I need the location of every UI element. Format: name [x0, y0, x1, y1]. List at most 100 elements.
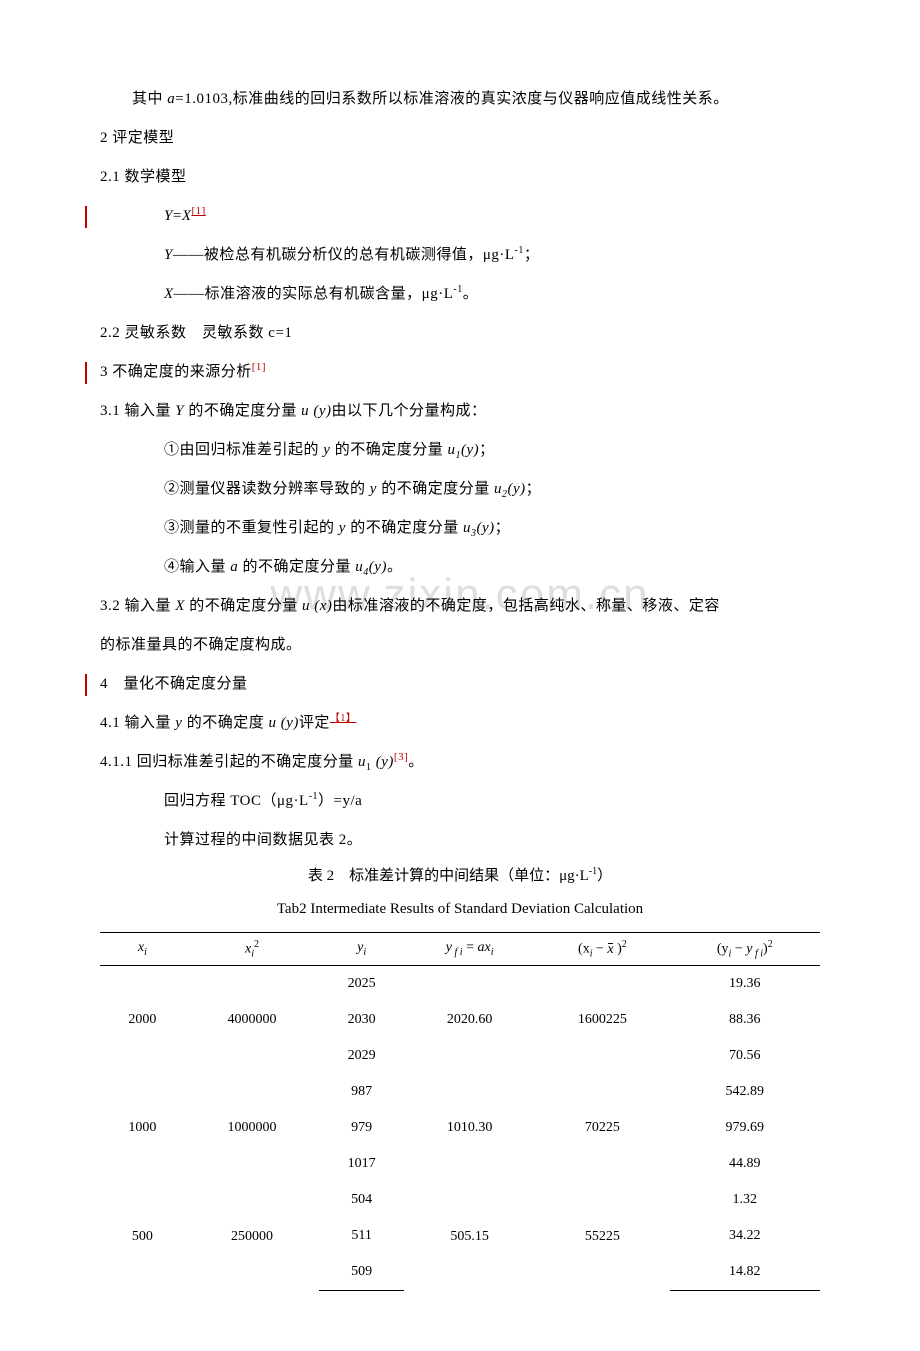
equals: = — [173, 208, 182, 224]
text: 的不确定度分量 — [238, 559, 355, 575]
cell-dy2: 542.89 — [670, 1074, 820, 1110]
list-item-4: ④输入量 a 的不确定度分量 u4(y)。 — [100, 548, 820, 587]
definition-Y: Y——被检总有机碳分析仪的总有机碳测得值，μg·L-1； — [100, 236, 820, 275]
change-bar — [85, 674, 87, 696]
cell-yi: 979 — [319, 1110, 404, 1146]
cell-dy2: 19.36 — [670, 966, 820, 1003]
text: 测量的不重复性引起的 — [180, 520, 339, 536]
col-xi: xi — [100, 933, 185, 966]
exponent: -1 — [453, 284, 462, 295]
var-Y: Y — [164, 247, 173, 263]
cell-yfi: 1010.30 — [404, 1074, 535, 1182]
table-caption-en: Tab2 Intermediate Results of Standard De… — [100, 893, 820, 926]
text: 2.2 灵敏系数 — [100, 325, 187, 341]
table-header-row: xi xi2 yi y f i = axi (xi − x )2 (yi − y… — [100, 933, 820, 966]
cell-yi: 987 — [319, 1074, 404, 1110]
cell-yi: 2029 — [319, 1038, 404, 1074]
heading-4-1: 4.1 输入量 y 的不确定度 u (y)评定【1】 — [100, 704, 820, 743]
cell-xi: 1000 — [100, 1074, 185, 1182]
cell-dy2: 44.89 — [670, 1146, 820, 1182]
col-dx2: (xi − x )2 — [535, 933, 669, 966]
paragraph: 其中 a=1.0103,标准曲线的回归系数所以标准溶液的真实浓度与仪器响应值成线… — [100, 80, 820, 119]
cell-dy2: 979.69 — [670, 1110, 820, 1146]
change-bar — [85, 206, 87, 228]
cell-yfi: 2020.60 — [404, 966, 535, 1075]
bullet: ③ — [164, 520, 180, 536]
var-X: X — [164, 286, 174, 302]
var-y: y — [370, 481, 377, 497]
arg: (y) — [276, 715, 298, 731]
text: ）=y/a — [318, 793, 362, 809]
var-Y: Y — [175, 403, 184, 419]
text: ； — [526, 481, 542, 497]
cell-dy2: 14.82 — [670, 1254, 820, 1291]
text: 4.1 输入量 — [100, 715, 175, 731]
cell-yi: 504 — [319, 1182, 404, 1218]
var-y: y — [339, 520, 346, 536]
cell-dy2: 34.22 — [670, 1218, 820, 1254]
text: 输入量 — [180, 559, 231, 575]
text: 3 不确定度的来源分析 — [100, 364, 252, 380]
reference: [1] — [252, 361, 266, 373]
heading-3-1: 3.1 输入量 Y 的不确定度分量 u (y)由以下几个分量构成： — [100, 392, 820, 431]
cell-xi: 500 — [100, 1182, 185, 1291]
regression-eq: 回归方程 TOC（μg·L-1）=y/a — [100, 782, 820, 821]
reference: 【1】 — [330, 713, 357, 724]
data-table: xi xi2 yi y f i = axi (xi − x )2 (yi − y… — [100, 932, 820, 1291]
text: 的不确定度分量 — [377, 481, 494, 497]
text: 由以下几个分量构成： — [332, 403, 487, 419]
text: 表 2 标准差计算的中间结果（单位：μg·L — [308, 868, 589, 884]
text: ） — [597, 868, 612, 884]
change-bar — [85, 362, 87, 384]
reference: [3] — [394, 751, 408, 763]
text: ； — [495, 520, 511, 536]
cell-yfi: 505.15 — [404, 1182, 535, 1291]
text: 测量仪器读数分辨率导致的 — [180, 481, 370, 497]
cell-xi2: 1000000 — [185, 1074, 319, 1182]
table-caption-cn: 表 2 标准差计算的中间结果（单位：μg·L-1） — [100, 860, 820, 893]
text: 由回归标准差引起的 — [180, 442, 324, 458]
var-X: X — [175, 598, 185, 614]
text: 的不确定度分量 — [330, 442, 447, 458]
cell-dy2: 88.36 — [670, 1002, 820, 1038]
text: 灵敏系数 c=1 — [202, 325, 292, 341]
col-yfi: y f i = axi — [404, 933, 535, 966]
cell-xi: 2000 — [100, 966, 185, 1075]
bullet: ④ — [164, 559, 180, 575]
cell-dy2: 70.56 — [670, 1038, 820, 1074]
table-row: 2000400000020252020.60160022519.36 — [100, 966, 820, 1003]
equation: Y=X[1] — [100, 197, 820, 236]
var-u: u — [302, 598, 310, 614]
text: 。 — [408, 754, 424, 770]
gap — [187, 325, 203, 341]
list-item-3: ③测量的不重复性引起的 y 的不确定度分量 u3(y)； — [100, 509, 820, 548]
arg: (y) — [461, 442, 479, 458]
exponent: -1 — [515, 245, 524, 256]
arg: (y) — [309, 403, 331, 419]
definition-X: X——标准溶液的实际总有机碳含量，μg·L-1。 — [100, 275, 820, 314]
col-dy2: (yi − y f i)2 — [670, 933, 820, 966]
text: 的不确定度分量 — [185, 598, 302, 614]
calc-note: 计算过程的中间数据见表 2。 — [100, 821, 820, 860]
text: ； — [479, 442, 495, 458]
var-u: u — [358, 754, 366, 770]
heading-3-2-cont: 的标准量具的不确定度构成。 — [100, 626, 820, 665]
text: 。 — [463, 286, 479, 302]
text: 3.1 输入量 — [100, 403, 175, 419]
table-row: 500250000504505.15552251.32 — [100, 1182, 820, 1218]
cell-xi2: 250000 — [185, 1182, 319, 1291]
text: —— — [173, 247, 204, 263]
col-xi2: xi2 — [185, 933, 319, 966]
list-item-2: ②测量仪器读数分辨率导致的 y 的不确定度分量 u2(y)； — [100, 470, 820, 509]
cell-dx2: 1600225 — [535, 966, 669, 1075]
exponent: -1 — [589, 866, 597, 877]
bullet: ② — [164, 481, 180, 497]
cell-xi2: 4000000 — [185, 966, 319, 1075]
exponent: -1 — [309, 791, 318, 802]
arg: (y) — [369, 559, 387, 575]
heading-2: 2 评定模型 — [100, 119, 820, 158]
var-u: u — [494, 481, 502, 497]
text: 标准溶液的实际总有机碳含量，μg·L — [205, 286, 454, 302]
cell-yi: 509 — [319, 1254, 404, 1291]
cell-yi: 2025 — [319, 966, 404, 1003]
